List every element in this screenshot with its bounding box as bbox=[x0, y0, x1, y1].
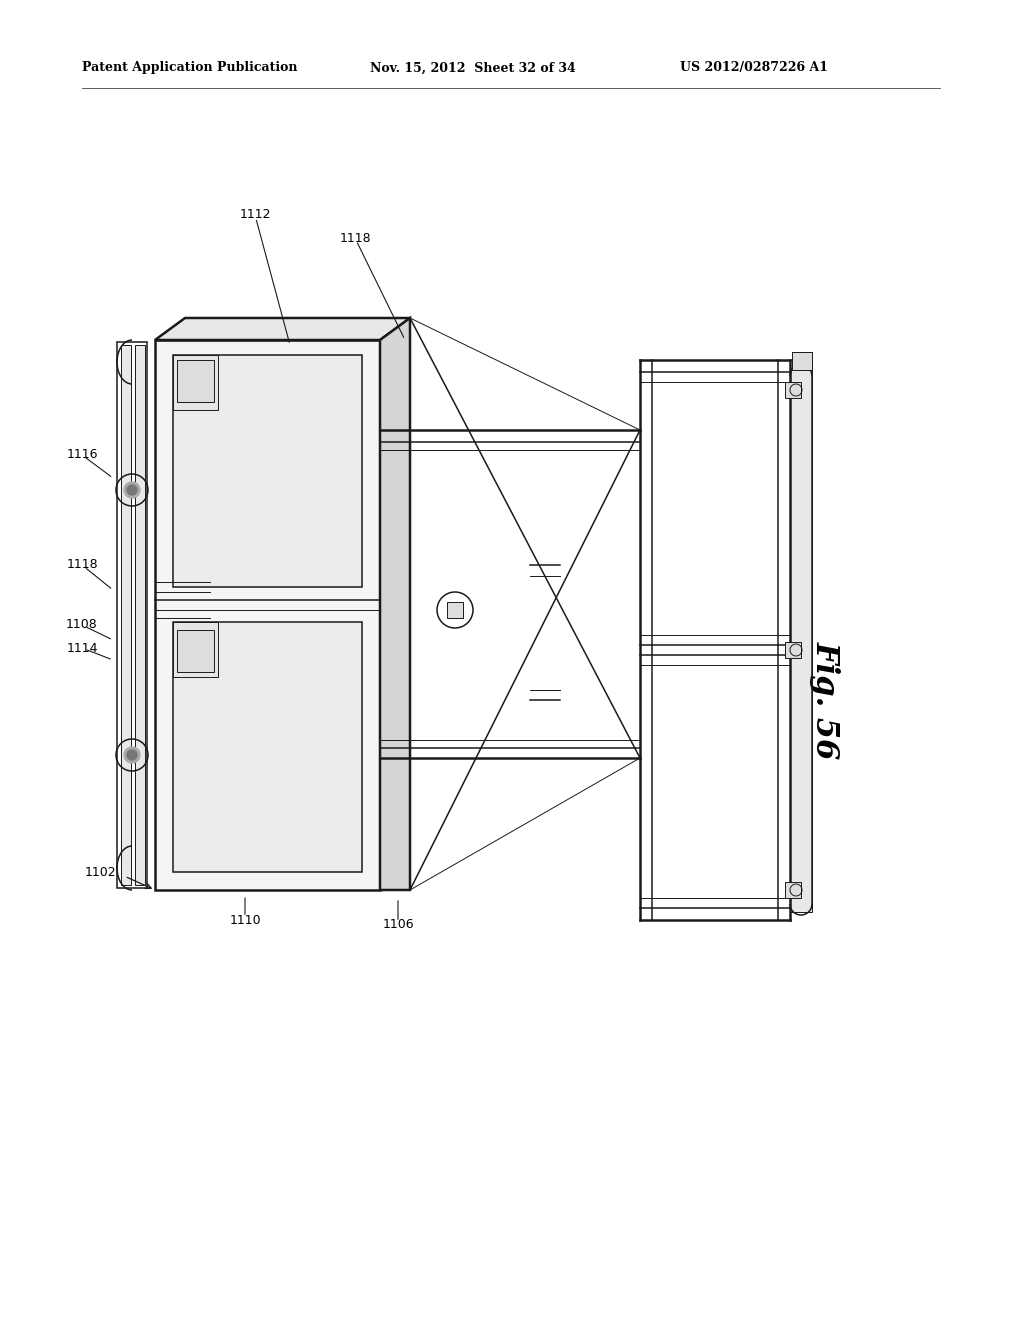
Bar bbox=[792, 352, 812, 370]
Bar bbox=[177, 360, 214, 403]
Text: Patent Application Publication: Patent Application Publication bbox=[82, 62, 298, 74]
Bar bbox=[785, 381, 801, 399]
Bar bbox=[135, 345, 145, 884]
Bar bbox=[173, 622, 218, 677]
Bar bbox=[447, 602, 463, 618]
Circle shape bbox=[127, 484, 137, 495]
Bar bbox=[121, 345, 131, 884]
Bar bbox=[177, 630, 214, 672]
Bar bbox=[785, 882, 801, 898]
Bar bbox=[790, 368, 812, 912]
Bar bbox=[117, 342, 147, 888]
Polygon shape bbox=[155, 318, 410, 341]
Bar bbox=[173, 355, 362, 587]
Text: Fig. 56: Fig. 56 bbox=[810, 640, 841, 759]
Bar bbox=[173, 355, 218, 411]
Text: 1102: 1102 bbox=[84, 866, 116, 879]
Text: 1118: 1118 bbox=[339, 231, 371, 244]
Bar bbox=[173, 622, 362, 873]
Circle shape bbox=[124, 747, 140, 763]
Circle shape bbox=[127, 750, 137, 760]
Text: 1106: 1106 bbox=[382, 919, 414, 932]
Text: 1118: 1118 bbox=[67, 558, 98, 572]
Text: 1108: 1108 bbox=[67, 619, 98, 631]
Text: Nov. 15, 2012  Sheet 32 of 34: Nov. 15, 2012 Sheet 32 of 34 bbox=[370, 62, 575, 74]
Bar bbox=[785, 642, 801, 657]
Text: 1110: 1110 bbox=[229, 913, 261, 927]
Bar bbox=[155, 341, 380, 890]
Text: US 2012/0287226 A1: US 2012/0287226 A1 bbox=[680, 62, 828, 74]
Text: 1112: 1112 bbox=[240, 209, 270, 222]
Polygon shape bbox=[380, 318, 410, 890]
Circle shape bbox=[124, 482, 140, 498]
Text: 1114: 1114 bbox=[67, 642, 97, 655]
Text: 1116: 1116 bbox=[67, 449, 97, 462]
